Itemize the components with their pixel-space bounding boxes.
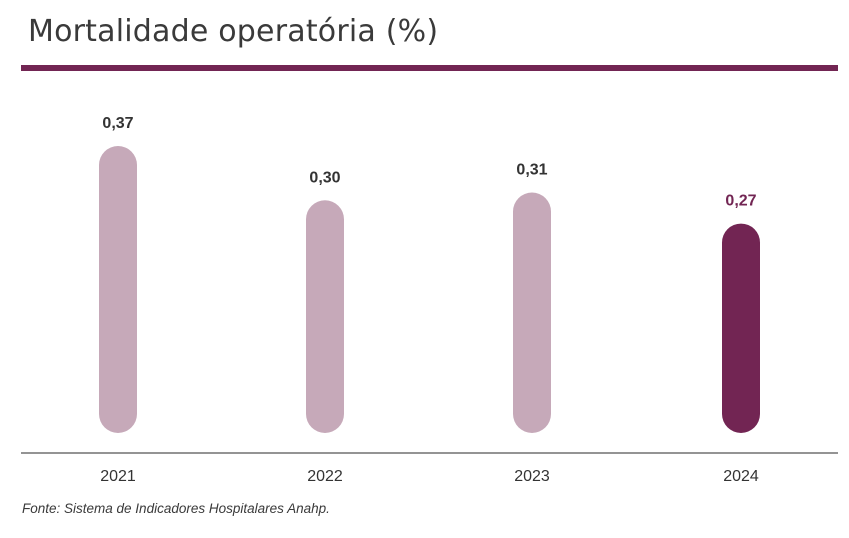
value-label-2024: 0,27 <box>725 193 756 210</box>
bar-2021 <box>99 146 137 433</box>
source-note: Fonte: Sistema de Indicadores Hospitalar… <box>22 501 330 516</box>
value-label-2021: 0,37 <box>102 115 133 132</box>
x-tick-label-2021: 2021 <box>100 468 136 485</box>
value-label-2023: 0,31 <box>516 162 547 179</box>
x-tick-label-2023: 2023 <box>514 468 550 485</box>
x-tick-label-2024: 2024 <box>723 468 759 485</box>
chart-title: Mortalidade operatória (%) <box>28 14 439 49</box>
bars-group <box>99 146 760 433</box>
bar-2024 <box>722 223 760 433</box>
bar-2022 <box>306 200 344 433</box>
x-tick-label-2022: 2022 <box>307 468 343 485</box>
value-labels-group: 0,37 0,30 0,31 0,27 <box>102 115 756 210</box>
bar-2023 <box>513 192 551 433</box>
x-tick-labels-group: 2021 2022 2023 2024 <box>100 468 759 485</box>
value-label-2022: 0,30 <box>309 169 340 186</box>
title-divider <box>21 65 838 71</box>
